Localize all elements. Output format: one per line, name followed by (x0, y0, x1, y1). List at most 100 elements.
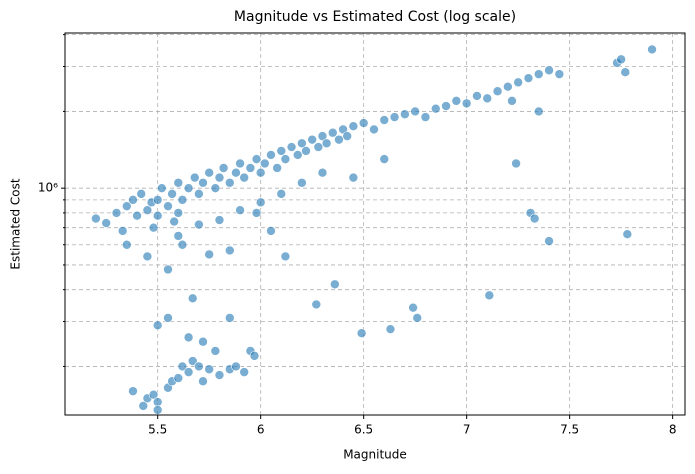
point (173, 373, 184, 383)
x-tick-label: 5.5 (148, 423, 167, 437)
point (198, 336, 208, 347)
point (231, 361, 241, 372)
point (342, 131, 352, 141)
point (194, 361, 204, 372)
point (251, 154, 262, 164)
point (136, 189, 147, 199)
point (266, 226, 276, 236)
point (523, 73, 534, 83)
point (330, 279, 340, 290)
point (379, 154, 390, 164)
point (544, 65, 554, 76)
point (369, 124, 379, 135)
point (358, 118, 369, 128)
point (529, 213, 540, 224)
point (245, 163, 256, 173)
point (224, 177, 235, 188)
point (389, 112, 400, 122)
point (420, 112, 431, 122)
point (622, 229, 633, 240)
point (204, 249, 214, 260)
point (430, 103, 441, 114)
point (249, 351, 260, 361)
point (183, 332, 194, 343)
point (647, 44, 657, 55)
point (210, 346, 221, 356)
point (385, 324, 396, 334)
point (235, 158, 245, 169)
point (198, 177, 208, 188)
point (266, 150, 276, 160)
point (177, 195, 188, 205)
point (484, 290, 495, 301)
point (412, 313, 423, 323)
point (167, 189, 177, 199)
point (511, 158, 521, 169)
point (214, 172, 225, 183)
point (280, 154, 291, 164)
point (533, 106, 544, 117)
point (187, 356, 198, 366)
point (231, 167, 241, 178)
point (255, 197, 266, 208)
point (616, 54, 626, 65)
point (513, 77, 523, 88)
y-axis-label: Estimated Cost (9, 178, 23, 269)
point (91, 213, 101, 224)
point (317, 167, 328, 178)
point (177, 361, 188, 372)
point (280, 251, 291, 262)
point (451, 96, 462, 106)
point (276, 146, 287, 156)
point (183, 183, 194, 193)
point (218, 163, 229, 173)
point (301, 146, 311, 156)
point (169, 216, 179, 227)
points (91, 44, 657, 415)
point (313, 142, 324, 152)
point (327, 127, 338, 138)
point (321, 138, 332, 149)
point (152, 320, 163, 331)
point (163, 313, 173, 323)
point (292, 150, 303, 160)
x-tick-label: 6 (257, 423, 265, 437)
point (400, 109, 410, 120)
point (132, 210, 142, 221)
point (311, 299, 322, 310)
point (239, 367, 250, 377)
point (111, 208, 122, 218)
point (348, 121, 359, 132)
point (187, 293, 198, 304)
point (194, 219, 204, 230)
point (142, 205, 153, 215)
point (317, 131, 328, 141)
point (260, 158, 270, 169)
point (544, 236, 554, 246)
point (482, 93, 493, 104)
point (224, 245, 235, 256)
x-tick-label: 7 (463, 423, 471, 437)
point (214, 215, 225, 225)
point (461, 98, 472, 109)
point (503, 81, 513, 92)
point (472, 91, 482, 101)
point (348, 172, 359, 183)
chart-title: Magnitude vs Estimated Cost (log scale) (234, 9, 516, 25)
point (121, 239, 132, 250)
point (224, 313, 235, 323)
point (204, 167, 214, 178)
point (276, 189, 287, 199)
point (173, 231, 184, 241)
point (177, 239, 188, 250)
point (189, 172, 200, 183)
point (334, 134, 344, 145)
point (138, 401, 149, 411)
point (163, 264, 173, 275)
point (152, 405, 163, 415)
point (152, 210, 163, 221)
point (148, 222, 159, 233)
point (492, 86, 503, 97)
point (117, 226, 128, 236)
point (198, 376, 208, 387)
